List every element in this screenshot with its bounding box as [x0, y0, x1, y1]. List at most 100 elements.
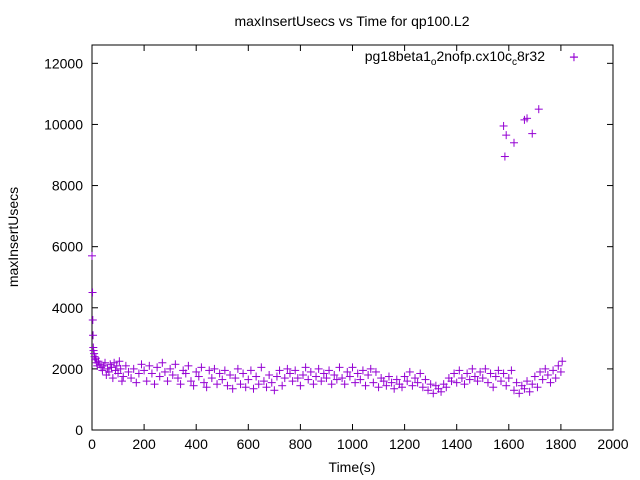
- data-point: [88, 288, 97, 297]
- data-point: [353, 369, 362, 378]
- data-point: [160, 367, 169, 376]
- data-point: [379, 377, 388, 386]
- data-point: [153, 363, 162, 372]
- data-point: [257, 363, 266, 372]
- data-point: [476, 367, 485, 376]
- data-point: [421, 375, 430, 384]
- data-point: [108, 374, 117, 383]
- legend-label: pg18beta1o2nofp.cx10cc8r32: [365, 48, 545, 68]
- data-point: [150, 380, 159, 389]
- data-point: [200, 378, 209, 387]
- data-point: [499, 369, 508, 378]
- data-point: [502, 381, 511, 390]
- data-point: [241, 383, 250, 392]
- data-point: [504, 374, 513, 383]
- data-point: [345, 372, 354, 381]
- data-point: [293, 374, 302, 383]
- chart-title: maxInsertUsecs vs Time for qp100.L2: [235, 13, 470, 29]
- data-point: [437, 387, 446, 396]
- data-point: [89, 331, 98, 340]
- data-point: [226, 371, 235, 379]
- data-point: [358, 366, 367, 375]
- data-point: [132, 378, 141, 387]
- data-point: [155, 372, 164, 381]
- data-point: [291, 366, 300, 375]
- data-point: [512, 378, 521, 387]
- data-point: [392, 375, 401, 384]
- data-point: [447, 377, 456, 386]
- data-point: [530, 372, 539, 381]
- data-point: [528, 129, 537, 138]
- data-point: [181, 369, 190, 378]
- data-point: [288, 377, 297, 386]
- data-point: [101, 358, 110, 367]
- data-point: [536, 367, 545, 376]
- y-tick-label: 10000: [44, 116, 83, 132]
- data-point: [189, 381, 198, 390]
- data-point: [197, 363, 206, 372]
- data-point: [494, 366, 503, 375]
- data-point: [265, 371, 274, 379]
- data-point: [413, 378, 422, 387]
- data-point: [569, 53, 578, 62]
- data-point: [442, 383, 451, 392]
- data-point: [473, 377, 482, 386]
- data-point: [364, 371, 373, 379]
- data-point: [496, 377, 505, 386]
- data-point: [127, 374, 136, 383]
- data-point: [325, 366, 334, 375]
- data-point: [558, 357, 567, 366]
- data-point: [338, 374, 347, 383]
- data-point: [283, 364, 292, 373]
- data-point: [543, 371, 552, 379]
- data-point: [117, 377, 126, 386]
- x-axis-label: Time(s): [329, 459, 376, 475]
- data-point: [246, 366, 255, 375]
- data-point: [270, 386, 279, 395]
- data-point: [366, 364, 375, 373]
- data-point: [523, 114, 532, 123]
- data-point: [507, 366, 516, 375]
- data-point: [296, 381, 305, 390]
- y-tick-label: 0: [75, 422, 83, 438]
- data-point: [546, 378, 555, 387]
- data-point: [499, 121, 508, 130]
- data-point: [390, 384, 399, 393]
- data-point: [116, 364, 125, 373]
- data-point: [213, 380, 222, 389]
- data-point: [405, 367, 414, 376]
- data-point: [411, 374, 420, 383]
- data-point: [549, 366, 558, 375]
- y-axis: 0 2000 4000 6000 8000 10000 12000: [44, 55, 613, 438]
- data-point: [168, 371, 177, 379]
- data-point: [299, 371, 308, 379]
- data-point: [470, 372, 479, 381]
- x-tick-label: 2000: [597, 436, 628, 452]
- x-tick-label: 200: [132, 436, 156, 452]
- data-point: [254, 380, 263, 389]
- data-point: [374, 383, 383, 392]
- data-point: [408, 381, 417, 390]
- data-point: [262, 383, 271, 392]
- data-point: [249, 384, 258, 393]
- data-point: [233, 364, 242, 373]
- data-point: [285, 369, 294, 378]
- data-point: [403, 377, 412, 386]
- data-point: [140, 366, 149, 375]
- y-tick-label: 4000: [52, 300, 83, 316]
- data-point: [158, 358, 167, 367]
- data-point: [384, 372, 393, 381]
- data-point: [382, 381, 391, 390]
- data-point: [457, 374, 466, 383]
- data-point: [205, 366, 214, 375]
- data-point: [327, 380, 336, 389]
- data-point: [98, 366, 107, 375]
- data-point: [119, 372, 128, 381]
- data-point: [220, 366, 229, 375]
- data-point: [166, 364, 175, 373]
- x-tick-label: 1800: [545, 436, 576, 452]
- data-point: [554, 361, 563, 370]
- data-point: [104, 367, 113, 376]
- data-point: [371, 367, 380, 376]
- data-point: [301, 363, 310, 372]
